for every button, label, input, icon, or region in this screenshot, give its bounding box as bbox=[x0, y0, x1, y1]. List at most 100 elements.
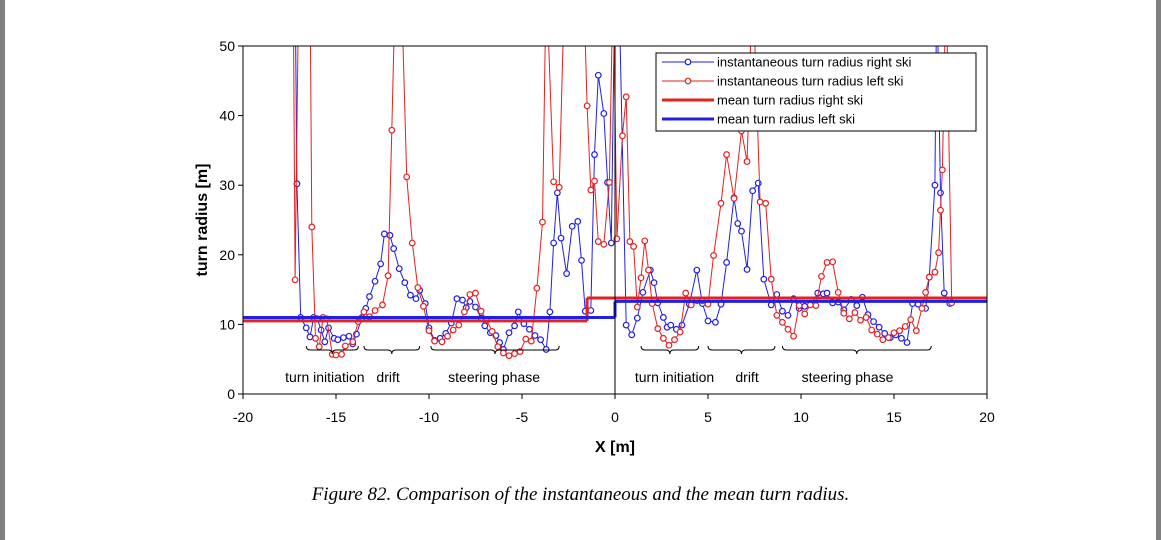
data-point bbox=[401, 279, 409, 287]
data-point bbox=[444, 332, 452, 340]
data-point bbox=[907, 316, 915, 323]
data-point bbox=[639, 288, 647, 296]
data-point bbox=[539, 218, 546, 226]
data-point bbox=[931, 268, 939, 276]
data-point bbox=[334, 336, 342, 344]
data-point bbox=[937, 206, 944, 214]
data-point bbox=[349, 338, 357, 346]
x-tick-label: 20 bbox=[979, 409, 995, 425]
data-point bbox=[395, 265, 403, 273]
data-point bbox=[760, 275, 768, 283]
data-point bbox=[312, 334, 319, 342]
data-point bbox=[756, 198, 764, 206]
data-point bbox=[591, 151, 598, 158]
data-point bbox=[818, 272, 825, 280]
x-tick-label: -20 bbox=[233, 409, 253, 425]
data-point bbox=[587, 307, 595, 314]
data-point bbox=[767, 275, 775, 283]
data-point bbox=[453, 295, 461, 303]
data-point bbox=[829, 258, 837, 266]
data-point bbox=[885, 334, 892, 342]
data-point bbox=[557, 234, 565, 242]
data-point bbox=[938, 166, 946, 174]
data-point bbox=[321, 338, 329, 346]
data-point bbox=[738, 227, 745, 235]
data-point bbox=[494, 343, 502, 351]
data-point bbox=[762, 199, 770, 207]
legend-entry: mean turn radius right ski bbox=[717, 93, 863, 108]
data-point bbox=[511, 350, 518, 358]
data-point bbox=[896, 327, 903, 335]
data-point bbox=[360, 308, 368, 316]
data-point bbox=[622, 93, 630, 101]
data-point bbox=[754, 179, 762, 187]
x-tick-label: -5 bbox=[516, 409, 529, 425]
data-point bbox=[488, 327, 496, 335]
data-point bbox=[723, 259, 730, 266]
data-point bbox=[388, 126, 396, 134]
data-point bbox=[553, 189, 561, 197]
data-point bbox=[704, 317, 712, 325]
data-point bbox=[671, 336, 678, 344]
data-point bbox=[542, 346, 550, 353]
data-point bbox=[379, 301, 386, 309]
data-point bbox=[505, 329, 513, 337]
data-point bbox=[743, 266, 751, 273]
data-point bbox=[511, 322, 518, 330]
data-point bbox=[550, 239, 558, 247]
left-window-edge bbox=[0, 0, 5, 540]
data-point bbox=[591, 177, 598, 185]
legend-entry: mean turn radius left ski bbox=[717, 112, 855, 127]
data-point bbox=[500, 349, 507, 357]
data-point bbox=[332, 351, 340, 359]
data-point bbox=[687, 301, 695, 309]
data-point bbox=[898, 334, 905, 342]
data-point bbox=[823, 259, 831, 266]
x-tick-label: 0 bbox=[611, 409, 619, 425]
data-point bbox=[341, 342, 349, 350]
data-point bbox=[845, 315, 853, 323]
data-point bbox=[338, 350, 345, 358]
data-point bbox=[659, 314, 667, 321]
data-point bbox=[853, 302, 861, 310]
data-point bbox=[812, 302, 820, 310]
data-point bbox=[710, 252, 717, 259]
data-point bbox=[682, 289, 690, 297]
phase-label: drift bbox=[376, 369, 399, 385]
data-point bbox=[834, 288, 842, 296]
data-point bbox=[371, 307, 379, 314]
data-point bbox=[626, 238, 634, 245]
x-tick-label: 10 bbox=[793, 409, 809, 425]
data-point bbox=[481, 322, 489, 330]
data-point bbox=[881, 330, 889, 337]
data-point bbox=[922, 288, 930, 296]
data-point bbox=[472, 303, 479, 311]
data-point bbox=[801, 302, 809, 310]
data-point bbox=[879, 336, 887, 344]
data-point bbox=[857, 316, 864, 324]
right-window-edge bbox=[1156, 0, 1161, 540]
data-point bbox=[522, 335, 530, 343]
data-point bbox=[795, 302, 803, 310]
data-point bbox=[386, 231, 394, 239]
data-point bbox=[630, 243, 637, 250]
data-point bbox=[555, 183, 563, 191]
data-point bbox=[712, 318, 719, 326]
data-point bbox=[371, 277, 379, 285]
phase-label: steering phase bbox=[448, 369, 540, 385]
data-point bbox=[723, 151, 730, 158]
data-point bbox=[823, 289, 831, 297]
data-point bbox=[659, 334, 667, 342]
data-point bbox=[840, 309, 848, 317]
data-point bbox=[600, 110, 608, 117]
data-point bbox=[291, 276, 299, 284]
data-point bbox=[931, 181, 939, 189]
data-point bbox=[526, 325, 533, 333]
data-point bbox=[420, 302, 427, 310]
data-point bbox=[935, 249, 943, 257]
data-point bbox=[574, 217, 582, 225]
data-point bbox=[918, 304, 926, 312]
data-point bbox=[784, 325, 792, 333]
data-point bbox=[925, 273, 933, 281]
legend-marker bbox=[684, 58, 692, 66]
